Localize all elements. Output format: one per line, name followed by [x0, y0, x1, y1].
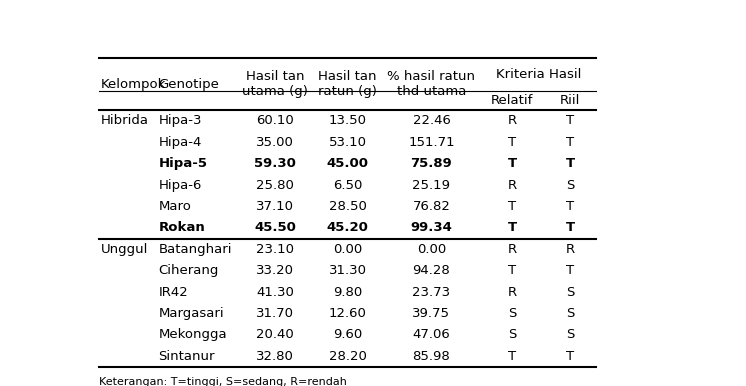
Text: 75.89: 75.89 [410, 157, 452, 170]
Text: S: S [566, 307, 574, 320]
Text: 32.80: 32.80 [257, 350, 295, 363]
Text: Sintanur: Sintanur [159, 350, 215, 363]
Text: T: T [508, 222, 517, 234]
Text: T: T [566, 136, 574, 149]
Text: Mekongga: Mekongga [159, 328, 228, 342]
Text: R: R [508, 286, 517, 299]
Text: T: T [566, 350, 574, 363]
Text: 12.60: 12.60 [329, 307, 366, 320]
Text: 6.50: 6.50 [333, 179, 363, 191]
Text: Hipa-3: Hipa-3 [159, 114, 202, 127]
Text: 28.20: 28.20 [329, 350, 366, 363]
Text: IR42: IR42 [159, 286, 188, 299]
Text: % hasil ratun
thd utama: % hasil ratun thd utama [387, 70, 475, 98]
Text: T: T [565, 222, 574, 234]
Text: S: S [566, 328, 574, 342]
Text: 31.30: 31.30 [329, 264, 366, 277]
Text: Unggul: Unggul [101, 243, 148, 256]
Text: T: T [508, 264, 516, 277]
Text: 0.00: 0.00 [333, 243, 363, 256]
Text: R: R [508, 179, 517, 191]
Text: 31.70: 31.70 [257, 307, 295, 320]
Text: 25.80: 25.80 [257, 179, 295, 191]
Text: Kriteria Hasil: Kriteria Hasil [496, 68, 581, 81]
Text: Hasil tan
ratun (g): Hasil tan ratun (g) [319, 70, 377, 98]
Text: Genotipe: Genotipe [159, 78, 219, 91]
Text: S: S [566, 179, 574, 191]
Text: 85.98: 85.98 [413, 350, 451, 363]
Text: T: T [508, 200, 516, 213]
Text: 53.10: 53.10 [329, 136, 366, 149]
Text: R: R [565, 243, 574, 256]
Text: S: S [508, 307, 516, 320]
Text: Hasil tan
utama (g): Hasil tan utama (g) [242, 70, 308, 98]
Text: 20.40: 20.40 [257, 328, 294, 342]
Text: T: T [566, 200, 574, 213]
Text: 59.30: 59.30 [254, 157, 296, 170]
Text: Hipa-4: Hipa-4 [159, 136, 202, 149]
Text: 22.46: 22.46 [413, 114, 451, 127]
Text: 45.20: 45.20 [327, 222, 369, 234]
Text: 9.60: 9.60 [333, 328, 363, 342]
Text: Batanghari: Batanghari [159, 243, 232, 256]
Text: Maro: Maro [159, 200, 192, 213]
Text: 0.00: 0.00 [417, 243, 446, 256]
Text: Hipa-5: Hipa-5 [159, 157, 207, 170]
Text: T: T [565, 157, 574, 170]
Text: Margasari: Margasari [159, 307, 225, 320]
Text: 45.50: 45.50 [254, 222, 296, 234]
Text: R: R [508, 243, 517, 256]
Text: Keterangan: T=tinggi, S=sedang, R=rendah: Keterangan: T=tinggi, S=sedang, R=rendah [99, 378, 347, 386]
Text: T: T [508, 136, 516, 149]
Text: T: T [508, 350, 516, 363]
Text: 47.06: 47.06 [413, 328, 451, 342]
Text: 151.71: 151.71 [408, 136, 455, 149]
Text: 37.10: 37.10 [257, 200, 295, 213]
Text: Ciherang: Ciherang [159, 264, 219, 277]
Text: Relatif: Relatif [491, 94, 533, 107]
Text: 9.80: 9.80 [333, 286, 363, 299]
Text: Hipa-6: Hipa-6 [159, 179, 202, 191]
Text: Rokan: Rokan [159, 222, 205, 234]
Text: 41.30: 41.30 [257, 286, 295, 299]
Text: 45.00: 45.00 [327, 157, 369, 170]
Text: S: S [508, 328, 516, 342]
Text: S: S [566, 286, 574, 299]
Text: 60.10: 60.10 [257, 114, 294, 127]
Text: 99.34: 99.34 [410, 222, 452, 234]
Text: T: T [566, 114, 574, 127]
Text: 23.73: 23.73 [413, 286, 451, 299]
Text: 76.82: 76.82 [413, 200, 451, 213]
Text: R: R [508, 114, 517, 127]
Text: Riil: Riil [560, 94, 580, 107]
Text: T: T [508, 157, 517, 170]
Text: 39.75: 39.75 [413, 307, 451, 320]
Text: 13.50: 13.50 [329, 114, 366, 127]
Text: 35.00: 35.00 [257, 136, 295, 149]
Text: 94.28: 94.28 [413, 264, 451, 277]
Text: T: T [566, 264, 574, 277]
Text: 33.20: 33.20 [257, 264, 295, 277]
Text: Kelompok: Kelompok [101, 78, 166, 91]
Text: 28.50: 28.50 [329, 200, 366, 213]
Text: 23.10: 23.10 [257, 243, 295, 256]
Text: 25.19: 25.19 [413, 179, 451, 191]
Text: Hibrida: Hibrida [101, 114, 148, 127]
